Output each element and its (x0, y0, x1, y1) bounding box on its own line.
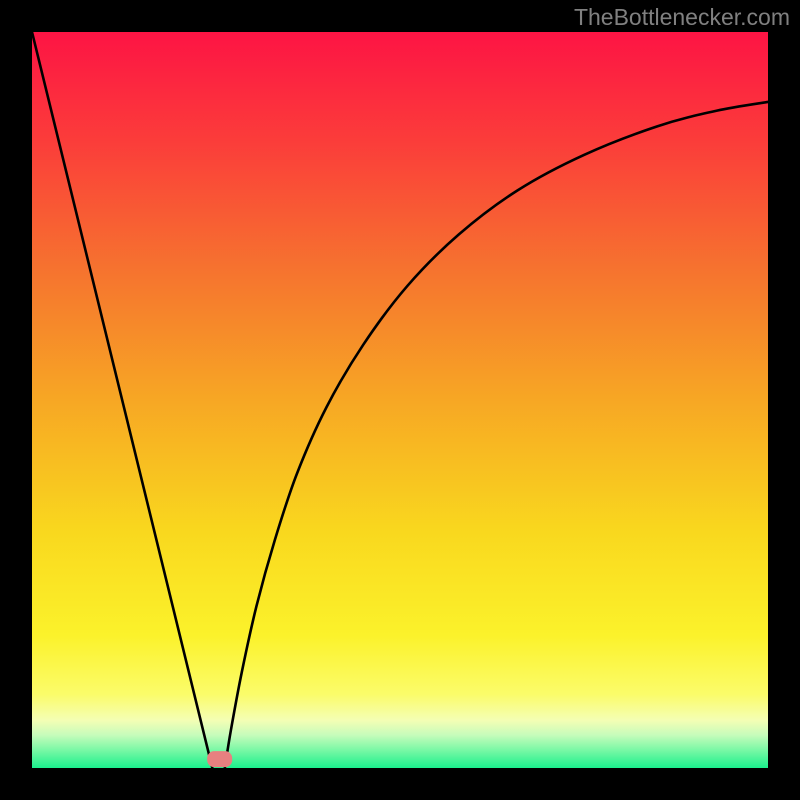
minimum-marker (207, 751, 232, 767)
chart-container: TheBottlenecker.com (0, 0, 800, 800)
plot-background (32, 32, 768, 768)
bottleneck-chart (0, 0, 800, 800)
